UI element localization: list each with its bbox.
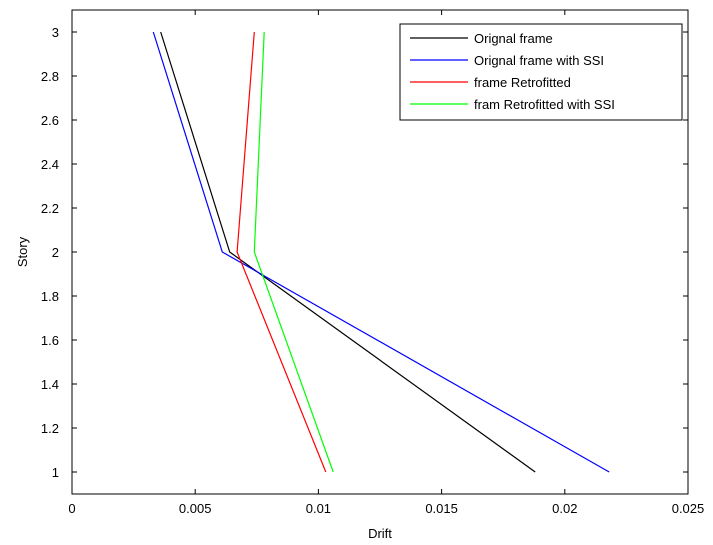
y-tick-label: 1.4 xyxy=(41,377,59,392)
y-tick-label: 3 xyxy=(52,25,59,40)
x-axis-label: Drift xyxy=(368,526,392,541)
series-line-1 xyxy=(160,31,536,473)
y-tick-label: 1 xyxy=(52,465,59,480)
x-tick-label: 0 xyxy=(68,501,75,516)
x-axis-ticks: 0 0.005 0.01 0.015 0.02 0.025 xyxy=(68,10,704,516)
y-tick-label: 1.6 xyxy=(41,333,59,348)
x-tick-label: 0.01 xyxy=(306,501,331,516)
y-axis-ticks: 1 1.2 1.4 1.6 1.8 2 2.2 2.4 2.6 2.8 3 xyxy=(41,25,688,480)
y-tick-label: 2.6 xyxy=(41,113,59,128)
x-tick-label: 0.005 xyxy=(179,501,212,516)
y-tick-label: 2.4 xyxy=(41,157,59,172)
legend: Orignal frame Orignal frame with SSI frame… xyxy=(399,23,683,121)
legend-entry: fram Retrofitted with SSI xyxy=(474,97,615,112)
series-layer xyxy=(152,31,610,473)
y-tick-label: 2.2 xyxy=(41,201,59,216)
legend-entry: Orignal frame with SSI xyxy=(474,53,604,68)
series-line-4 xyxy=(253,31,334,473)
series-line-3 xyxy=(236,31,327,473)
legend-entry: frame Retrofitted xyxy=(474,75,571,90)
legend-entry: Orignal frame xyxy=(474,31,553,46)
x-tick-label: 0.025 xyxy=(672,501,705,516)
series-line-2 xyxy=(152,31,610,473)
x-tick-label: 0.02 xyxy=(552,501,577,516)
y-tick-label: 2 xyxy=(52,245,59,260)
x-tick-label: 0.015 xyxy=(425,501,458,516)
y-tick-label: 1.2 xyxy=(41,421,59,436)
y-axis-label: Story xyxy=(15,236,30,267)
y-tick-label: 2.8 xyxy=(41,69,59,84)
y-tick-label: 1.8 xyxy=(41,289,59,304)
